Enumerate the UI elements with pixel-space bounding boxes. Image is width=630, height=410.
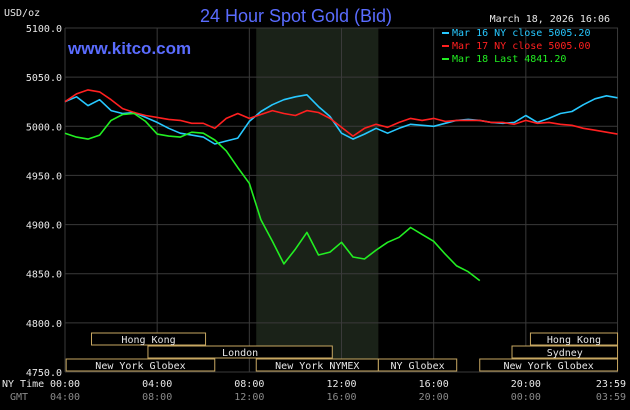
market-session-box: [90, 332, 207, 346]
ny-time-label: NY Time: [2, 379, 44, 390]
market-session-label: New York Globex: [503, 361, 593, 372]
x-tick-label-gmt: 04:00: [50, 392, 80, 403]
legend: Mar 16 NY close 5005.20 Mar 17 NY close 5…: [442, 28, 590, 65]
market-session-label: London: [222, 348, 258, 359]
y-tick-label: 5000.0: [26, 122, 62, 133]
market-session-label: Hong Kong: [121, 335, 175, 346]
y-tick-label: 4850.0: [26, 270, 62, 281]
x-tick-label-gmt: 16:00: [326, 392, 356, 403]
y-axis-label: USD/oz: [4, 8, 40, 19]
legend-entry: Mar 16 NY close 5005.20: [452, 28, 590, 39]
series-line: [64, 89, 618, 137]
y-tick-label: 4950.0: [26, 171, 62, 182]
x-tick-label-gmt: 20:00: [419, 392, 449, 403]
market-session-label: Sydney: [547, 348, 583, 359]
market-session-box: [147, 345, 333, 359]
x-tick-label-ny: 20:00: [511, 379, 541, 390]
x-axis-ticks: 00:00 04:00 04:00 08:00 08:00 12:00 12:00 16:00…: [50, 379, 626, 403]
date-timestamp: March 18, 2026 16:06: [490, 14, 610, 25]
y-tick-label: 4900.0: [26, 221, 62, 232]
chart-title: 24 Hour Spot Gold (Bid): [200, 6, 392, 26]
y-tick-label: 5100.0: [26, 24, 62, 35]
market-session-box: [529, 332, 619, 346]
grid-lines: [64, 27, 619, 373]
gmt-label: GMT: [10, 392, 28, 403]
legend-entry: Mar 18 Last 4841.20: [452, 54, 566, 65]
market-session-label: New York NYMEX: [275, 361, 359, 372]
x-tick-label-ny: 12:00: [326, 379, 356, 390]
market-session-box: [479, 358, 619, 372]
y-tick-label: 4800.0: [26, 319, 62, 330]
x-tick-label-ny: 08:00: [234, 379, 264, 390]
x-tick-label-gmt: 03:59: [596, 392, 626, 403]
x-tick-label-ny: 04:00: [142, 379, 172, 390]
market-session-box: [511, 345, 619, 359]
series-line: [64, 112, 481, 282]
x-tick-label-gmt: 00:00: [511, 392, 541, 403]
x-tick-label-ny: 23:59: [596, 379, 626, 390]
x-tick-label-gmt: 12:00: [234, 392, 264, 403]
market-sessions: Hong Kong Hong Kong London Sydney New York G…: [65, 332, 619, 372]
y-axis-ticks: 5100.0 5050.0 5000.0 4950.0 4900.0 4850.0 4800…: [26, 24, 62, 379]
series-line: [64, 94, 618, 145]
x-tick-label-ny: 16:00: [419, 379, 449, 390]
y-tick-label: 4750.0: [26, 368, 62, 379]
website-label[interactable]: www.kitco.com: [67, 39, 191, 58]
price-series: [64, 89, 618, 282]
x-tick-label-gmt: 08:00: [142, 392, 172, 403]
market-session-label: NY Globex: [390, 361, 444, 372]
legend-entry: Mar 17 NY close 5005.00: [452, 41, 590, 52]
market-session-box: [377, 358, 458, 372]
market-session-box: [65, 358, 216, 372]
x-tick-label-ny: 00:00: [50, 379, 80, 390]
y-tick-label: 5050.0: [26, 73, 62, 84]
nymex-session-highlight: [256, 28, 379, 372]
market-session-label: Hong Kong: [547, 335, 601, 346]
market-session-label: New York Globex: [95, 361, 185, 372]
